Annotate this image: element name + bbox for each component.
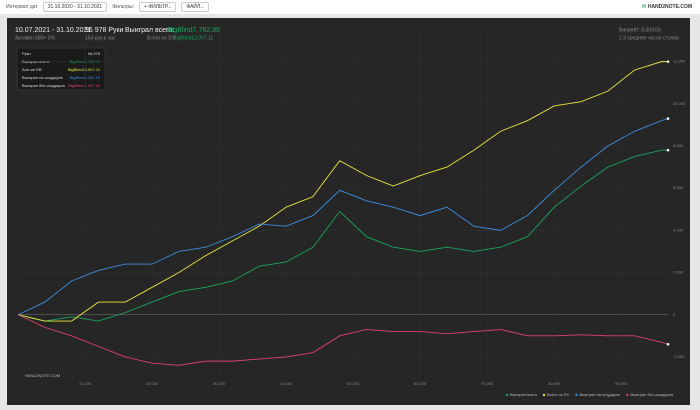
- y-tick-label: 8,000: [673, 143, 684, 148]
- watermark: HAND2NOTE.COM: [25, 373, 60, 378]
- end-point: [666, 117, 670, 120]
- hands: 96 978 Руки: [85, 27, 124, 34]
- y-tick-label: 2,000: [673, 270, 684, 275]
- y-tick-label: 4,000: [673, 227, 684, 232]
- x-tick-label: 80,000: [548, 381, 561, 386]
- won-label: Выиграл всего:: [125, 27, 174, 34]
- tooltip-label: Алл-ин EB: [22, 67, 42, 72]
- series-line: [17, 118, 669, 316]
- tooltip-value: 96,978: [88, 51, 101, 56]
- filter-button[interactable]: + ФИЛЬТР...: [139, 2, 177, 12]
- x-tick-label: 40,000: [280, 381, 293, 386]
- x-tick-label: 70,000: [481, 381, 494, 386]
- legend-swatch: [542, 393, 546, 397]
- active: Активен 580+ 5%: [15, 35, 56, 41]
- legend-label: Всего по EV: [547, 392, 570, 397]
- period: 10.07.2021 - 31.10.2021: [15, 27, 91, 34]
- legend-label: Выиграл всего: [510, 392, 538, 397]
- won-value: BigBlind7,762.99: [167, 27, 220, 34]
- series-line: [17, 61, 668, 322]
- tooltip-value: BigBlind12,007.11: [68, 67, 101, 72]
- tooltip-label: Выиграл без шоудауна: [22, 83, 65, 88]
- x-tick-label: 20,000: [146, 381, 159, 386]
- tooltip-label: Руки: [22, 51, 31, 56]
- legend-swatch: [505, 393, 509, 397]
- tooltip-value: BigBlind-1,467.16: [68, 83, 100, 88]
- tooltip-box: [16, 47, 106, 91]
- y-tick-label: 12,000: [673, 59, 686, 64]
- y-tick-label: 0: [673, 312, 676, 317]
- logo-text: HAND2NOTE.COM: [647, 4, 692, 10]
- tables: 2.3 среднее число столов: [619, 35, 679, 41]
- series-line: [17, 314, 669, 366]
- hands-per-hour: 154 рук в час: [85, 35, 116, 41]
- y-tick-label: 10,000: [673, 101, 686, 106]
- end-point: [666, 342, 670, 346]
- end-point: [666, 148, 670, 152]
- x-tick-label: 30,000: [213, 381, 226, 386]
- chart-panel: [7, 18, 690, 405]
- tooltip-label: Выиграл на шоудауне: [22, 75, 64, 80]
- ev-value: BigBlind12,007.11: [173, 35, 213, 41]
- series-line: [17, 149, 668, 322]
- ev-label: Всего по EV:: [147, 35, 176, 41]
- winrate: Винрейт: 8.00/100: [619, 26, 661, 33]
- legend-swatch: [626, 393, 629, 397]
- end-point: [666, 60, 670, 63]
- date-label: Интервал дат: [6, 4, 38, 10]
- y-tick-label: 6,000: [673, 185, 684, 190]
- x-tick-label: 50,000: [347, 381, 360, 386]
- x-tick-label: 60,000: [414, 381, 427, 386]
- legend-label: Выиграл на шоудауне: [579, 392, 621, 397]
- legend-swatch: [575, 393, 578, 397]
- legend-label: Выиграл без шоудауна: [630, 392, 673, 397]
- y-tick-label: -2,000: [673, 354, 685, 359]
- file-button[interactable]: ФАЙЛ...: [181, 2, 210, 12]
- toolbar: Интервал дат 31.10.2020 - 31.10.2021 Фил…: [0, 0, 700, 14]
- chart: 10.07.2021 - 31.10.2021 Активен 580+ 5% …: [7, 18, 690, 405]
- x-tick-label: 10,000: [79, 381, 92, 386]
- logo: H HAND2NOTE.COM: [642, 4, 692, 10]
- date-range[interactable]: 31.10.2020 - 31.10.2021: [42, 2, 108, 12]
- filters-label: Фильтры:: [112, 4, 134, 10]
- x-tick-label: 90,000: [615, 381, 628, 386]
